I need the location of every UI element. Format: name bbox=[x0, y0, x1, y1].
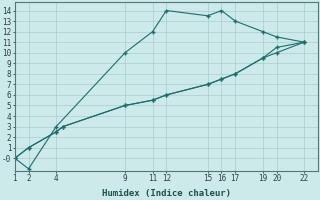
X-axis label: Humidex (Indice chaleur): Humidex (Indice chaleur) bbox=[102, 189, 231, 198]
